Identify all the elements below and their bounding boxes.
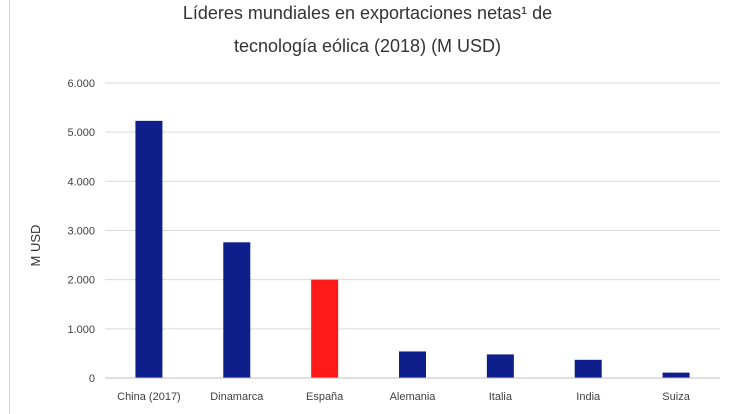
bar bbox=[223, 242, 251, 378]
bar bbox=[486, 354, 514, 378]
y-tick-label: 6.000 bbox=[67, 78, 95, 90]
y-tick-label: 5.000 bbox=[67, 127, 95, 139]
chart-title-line-2: tecnología eólica (2018) (M USD) bbox=[233, 36, 502, 56]
x-tick-label: España bbox=[306, 391, 344, 403]
y-tick-label: 0 bbox=[89, 373, 95, 385]
x-tick-label: China (2017) bbox=[117, 391, 181, 403]
x-tick-label: Dinamarca bbox=[210, 391, 264, 403]
x-tick-label: Italia bbox=[489, 391, 513, 403]
y-tick-label: 4.000 bbox=[67, 176, 95, 188]
bar bbox=[135, 120, 163, 378]
y-axis-ticks: 0 1.000 2.000 3.000 4.000 5.000 6.000 bbox=[67, 78, 95, 385]
chart-title-line-1: Líderes mundiales en exportaciones netas… bbox=[182, 3, 553, 23]
frame-border bbox=[9, 0, 10, 414]
bar bbox=[311, 279, 339, 378]
x-tick-label: India bbox=[576, 391, 601, 403]
y-tick-label: 3.000 bbox=[67, 226, 95, 238]
gridlines bbox=[105, 82, 720, 330]
bar bbox=[399, 351, 426, 378]
y-tick-label: 1.000 bbox=[67, 324, 95, 336]
bars bbox=[135, 120, 690, 378]
x-axis-ticks: China (2017) Dinamarca España Alemania Itali… bbox=[117, 391, 691, 403]
x-tick-label: Alemania bbox=[390, 391, 437, 403]
y-axis-label: M USD bbox=[28, 225, 43, 267]
x-tick-label: Suiza bbox=[662, 391, 690, 403]
bar bbox=[574, 359, 602, 378]
y-tick-label: 2.000 bbox=[67, 275, 95, 287]
bar bbox=[662, 372, 690, 378]
